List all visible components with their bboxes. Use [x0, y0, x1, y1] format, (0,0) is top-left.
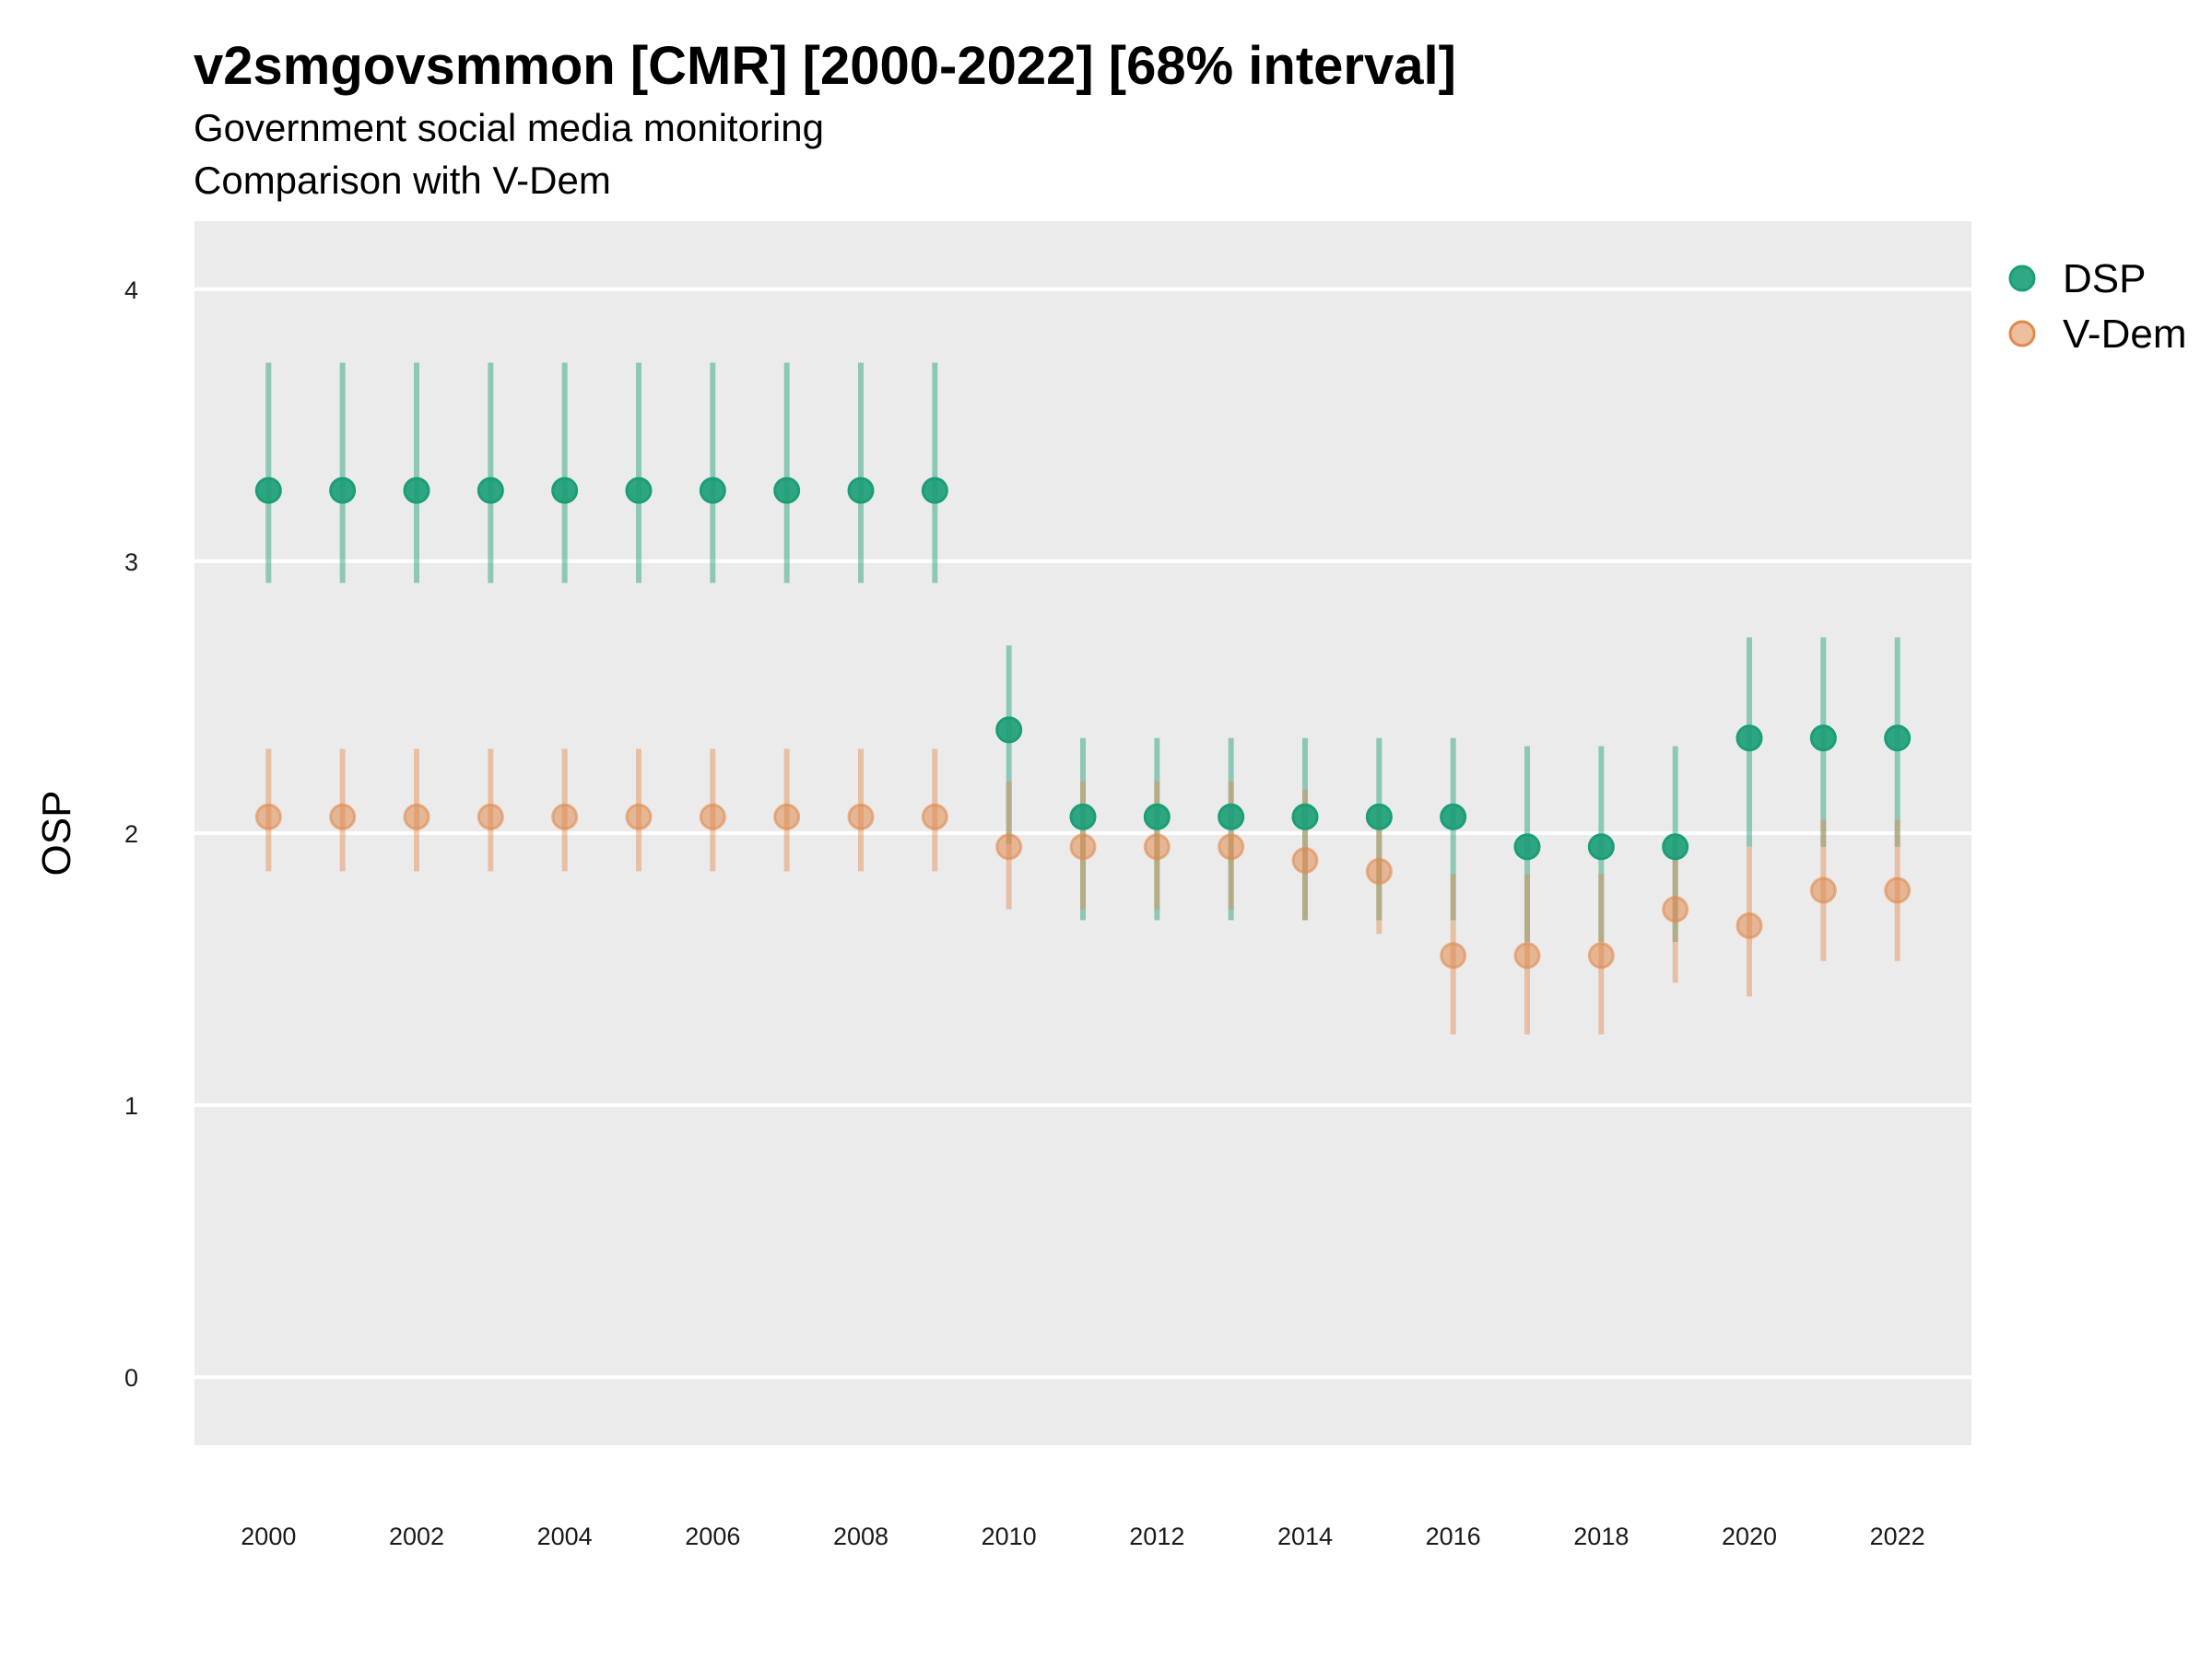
- x-tick-label: 2004: [537, 1523, 593, 1550]
- x-axis-ticks: 2000 2002 2004 2006 2008 2010 2012 2014 2016 2018…: [241, 1523, 1924, 1550]
- y-tick-label: 0: [124, 1364, 138, 1392]
- y-tick-label: 4: [124, 276, 138, 304]
- x-tick-label: 2018: [1573, 1523, 1629, 1550]
- y-tick-label: 2: [124, 820, 138, 848]
- data-point: [625, 803, 653, 830]
- y-axis-title: OSP: [34, 791, 79, 877]
- data-point: [1587, 833, 1615, 861]
- data-point: [1809, 724, 1837, 752]
- data-points: [254, 477, 1912, 970]
- data-point: [1291, 847, 1319, 875]
- data-point: [1662, 833, 1689, 861]
- data-point: [254, 803, 282, 830]
- data-point: [1735, 724, 1763, 752]
- x-tick-label: 2000: [241, 1523, 296, 1550]
- data-point: [403, 803, 430, 830]
- legend-key: [2008, 320, 2036, 347]
- x-tick-label: 2012: [1129, 1523, 1184, 1550]
- grid-lines: [194, 287, 1971, 1380]
- chart-caption: Comparison with V-Dem: [194, 159, 611, 202]
- x-tick-label: 2016: [1426, 1523, 1481, 1550]
- data-point: [995, 833, 1023, 861]
- data-point: [1884, 877, 1912, 904]
- chart-subtitle: Government social media monitoring: [194, 106, 824, 149]
- data-point: [773, 803, 801, 830]
- data-point: [1143, 803, 1171, 830]
- data-point: [773, 477, 801, 504]
- x-tick-label: 2006: [685, 1523, 740, 1550]
- data-point: [1735, 912, 1763, 939]
- legend-label: V-Dem: [2063, 312, 2186, 357]
- data-point: [1662, 896, 1689, 924]
- data-point: [921, 803, 948, 830]
- x-tick-label: 2008: [833, 1523, 888, 1550]
- data-point: [551, 477, 579, 504]
- data-point: [1884, 724, 1912, 752]
- legend-label: DSP: [2063, 256, 2146, 301]
- data-point: [403, 477, 430, 504]
- data-point: [1587, 942, 1615, 970]
- data-point: [551, 803, 579, 830]
- data-point: [1809, 877, 1837, 904]
- data-point: [477, 803, 504, 830]
- data-point: [1291, 803, 1319, 830]
- x-tick-label: 2022: [1870, 1523, 1925, 1550]
- y-axis-ticks: 0 1 2 3 4: [124, 276, 138, 1392]
- data-point: [1218, 803, 1245, 830]
- data-point: [1365, 857, 1393, 885]
- data-point: [699, 477, 726, 504]
- data-point: [625, 477, 653, 504]
- data-point: [254, 477, 282, 504]
- error-bars: [265, 362, 1900, 1035]
- data-point: [329, 803, 357, 830]
- data-point: [921, 477, 948, 504]
- data-point: [1440, 942, 1467, 970]
- data-point: [1513, 942, 1541, 970]
- data-point: [1513, 833, 1541, 861]
- data-point: [847, 477, 875, 504]
- data-point: [1365, 803, 1393, 830]
- x-tick-label: 2010: [982, 1523, 1037, 1550]
- data-point: [329, 477, 357, 504]
- data-point: [1069, 833, 1097, 861]
- data-point: [1069, 803, 1097, 830]
- data-point: [995, 716, 1023, 744]
- legend-key: [2008, 265, 2036, 292]
- data-point: [1440, 803, 1467, 830]
- data-point: [699, 803, 726, 830]
- x-tick-label: 2014: [1277, 1523, 1333, 1550]
- y-tick-label: 1: [124, 1092, 138, 1120]
- x-tick-label: 2002: [389, 1523, 444, 1550]
- x-tick-label: 2020: [1722, 1523, 1777, 1550]
- chart-title: v2smgovsmmon [CMR] [2000-2022] [68% inte…: [194, 36, 1456, 96]
- data-point: [1143, 833, 1171, 861]
- data-point: [847, 803, 875, 830]
- data-point: [1218, 833, 1245, 861]
- legend: DSP V-Dem: [2008, 256, 2186, 357]
- y-tick-label: 3: [124, 548, 138, 576]
- data-point: [477, 477, 504, 504]
